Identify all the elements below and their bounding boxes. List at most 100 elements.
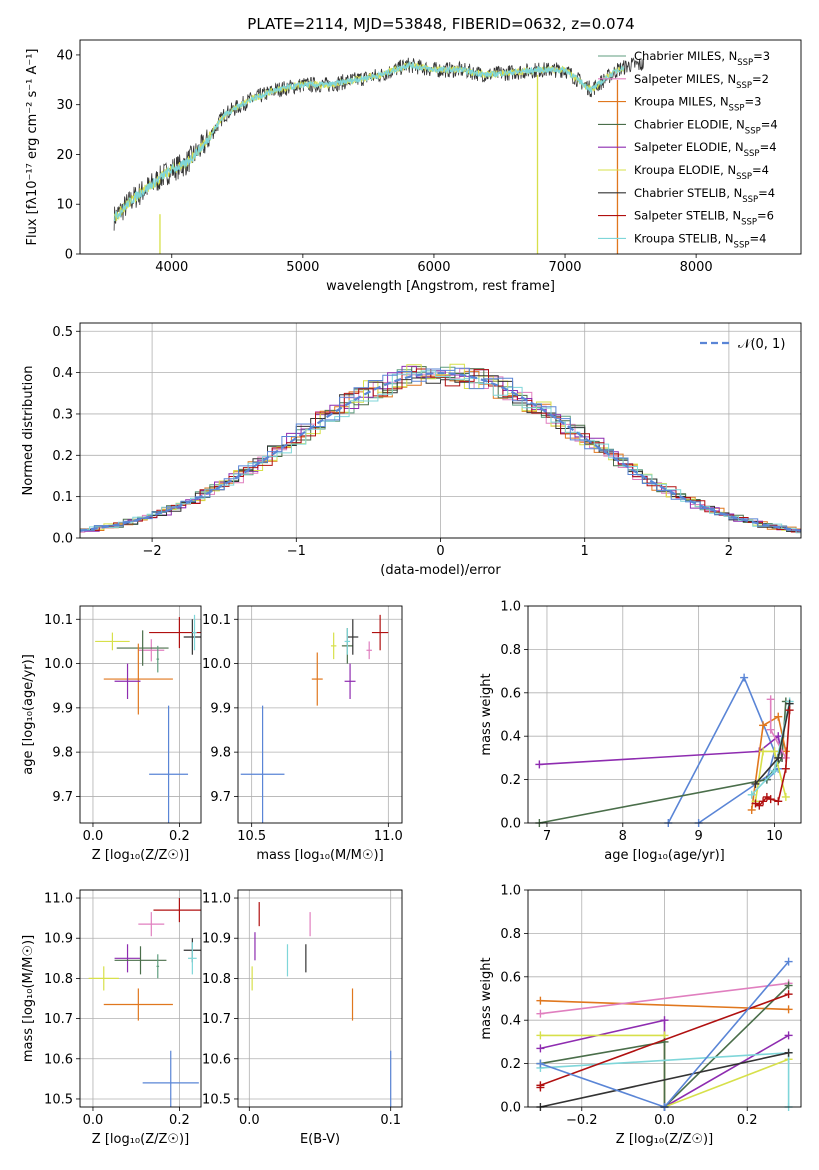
- spectrum-ytick-label: 30: [56, 98, 73, 113]
- weight_vs_Z-frame: [527, 889, 802, 1108]
- weight_vs_Z-ytick-label: 0.8: [500, 927, 521, 942]
- weight_vs_age-ytick-label: 0.8: [500, 643, 521, 658]
- residual_hist-ytick-label: 0.5: [52, 325, 73, 340]
- age_vs_Z-axes: 0.0 0.2 9.7 9.8 9.9 10.0 10.1 Z [log₁₀(Z/Z☉)] ag…: [21, 606, 201, 863]
- spectrum-xtick-label: 7000: [548, 260, 581, 275]
- mass_vs_ebv-ytick-label: 10.6: [202, 1052, 231, 1067]
- residual_hist-ytick-label: 0.3: [52, 407, 73, 422]
- age_vs_Z-ytick-label: 9.7: [52, 790, 73, 805]
- age_vs_mass-frame: [237, 605, 403, 824]
- spectrum-traces: [113, 57, 645, 254]
- spectrum-ytick-label: 20: [56, 148, 73, 163]
- weight_vs_age-ylabel: mass weight: [479, 673, 494, 755]
- weight_vs_age-frame: [527, 605, 802, 824]
- weight_vs_Z-xlabel: Z [log₁₀(Z/Z☉)]: [616, 1132, 713, 1147]
- normal-curve: [80, 371, 801, 532]
- mass_vs_ebv-ytick-label: 10.9: [202, 932, 231, 947]
- mass_vs_Z-ytick-label: 10.8: [44, 972, 73, 987]
- mass_vs_ebv-axes: 0.0 0.1 10.5 10.6 10.7 10.8 10.9 11.0 E(B-V): [202, 890, 402, 1147]
- weight_vs_Z-xtick-label: 0.2: [737, 1113, 758, 1128]
- weight-line-smiles: [540, 982, 789, 1015]
- age_vs_Z-ylabel: age [log₁₀(age/yr)]: [21, 654, 36, 775]
- age_vs_mass-xtick-label: 10.5: [237, 829, 266, 844]
- spectrum-ylabel: Flux [fλ10⁻¹⁷ erg cm⁻² s⁻¹ A⁻¹]: [25, 49, 40, 246]
- mass_vs_ebv-points: [251, 902, 392, 1107]
- residual_hist-ylabel: Normed distribution: [21, 366, 36, 496]
- mass_vs_Z-xtick-label: 0.0: [83, 1113, 104, 1128]
- mass_vs_Z-points: [88, 898, 201, 1107]
- age_vs_Z-ytick-label: 9.9: [52, 701, 73, 716]
- age_vs_Z-points: [95, 614, 201, 823]
- figure-title: PLATE=2114, MJD=53848, FIBERID=0632, z=0…: [247, 15, 634, 33]
- spectrum-ytick-label: 40: [56, 48, 73, 63]
- spectrum-data-trace: [113, 57, 645, 231]
- residual_hist-xlabel: (data-model)/error: [380, 563, 501, 578]
- residual_hist-xtick-label: 1: [581, 544, 589, 559]
- spectrum-ytick-label: 0: [65, 248, 73, 263]
- weight_vs_age-ytick-label: 0.0: [500, 817, 521, 832]
- mass_vs_ebv-ytick-label: 10.7: [202, 1012, 231, 1027]
- age_vs_Z-ytick-label: 9.8: [52, 746, 73, 761]
- age_vs_mass-ytick-label: 9.8: [210, 746, 231, 761]
- weight_vs_age-xtick-label: 7: [543, 829, 551, 844]
- mass_vs_ebv-ytick-label: 10.8: [202, 972, 231, 987]
- age_vs_Z-ytick-label: 10.0: [44, 657, 73, 672]
- age_vs_mass-ytick-label: 9.7: [210, 790, 231, 805]
- age_vs_mass-ytick-label: 9.9: [210, 701, 231, 716]
- spectrum-xlabel: wavelength [Angstrom, rest frame]: [326, 279, 555, 294]
- residual_hist-ytick-label: 0.4: [52, 366, 73, 381]
- residual_hist-axes: −2 −1 0 1 2 0.0 0.1 0.2 0.3 0.4 0.5 (data-model)/er…: [21, 323, 801, 578]
- weight_vs_Z-ytick-label: 1.0: [500, 884, 521, 899]
- weight_vs_Z-xtick-label: −0.2: [566, 1113, 598, 1128]
- histogram-steps: [80, 363, 801, 534]
- weight_vs_age-xlabel: age [log₁₀(age/yr)]: [604, 848, 725, 863]
- spectrum-model-kroupa-stelib: [113, 60, 625, 222]
- spectrum-axes: 4000 5000 6000 7000 8000 0 10 20 30 40 wavelength …: [25, 48, 713, 294]
- weight-line-kmiles: [540, 999, 789, 1011]
- weight_vs_Z-ylabel: mass weight: [479, 957, 494, 1039]
- legend-label: 𝒩(0, 1): [738, 337, 785, 352]
- spectrum-ytick-label: 10: [56, 198, 73, 213]
- weight_vs_age-ytick-label: 0.2: [500, 773, 521, 788]
- age_vs_Z-xtick-label: 0.0: [83, 829, 104, 844]
- residual_hist-ytick-label: 0.1: [52, 490, 73, 505]
- residual_hist-ytick-label: 0.0: [52, 532, 73, 547]
- mass_vs_ebv-xtick-label: 0.1: [380, 1113, 401, 1128]
- mass_vs_Z-ytick-label: 11.0: [44, 892, 73, 907]
- age_vs_Z-xtick-label: 0.2: [169, 829, 190, 844]
- spectrum-xtick-label: 6000: [417, 260, 450, 275]
- spectrum-xtick-label: 4000: [155, 260, 188, 275]
- weight_vs_Z-ytick-label: 0.0: [500, 1101, 521, 1116]
- mass_vs_Z-axes: 0.0 0.2 10.5 10.6 10.7 10.8 10.9 11.0 Z [log₁₀(Z…: [21, 890, 201, 1147]
- residual_hist-xtick-label: −2: [143, 544, 162, 559]
- age_vs_mass-ytick-label: 10.0: [202, 657, 231, 672]
- age_vs_mass-xtick-label: 11.0: [374, 829, 403, 844]
- mass_vs_Z-frame: [79, 889, 202, 1108]
- mass_vs_Z-xlabel: Z [log₁₀(Z/Z☉)]: [92, 1132, 189, 1147]
- weight_vs_age-ytick-label: 0.6: [500, 686, 521, 701]
- weight_vs_age-xtick-label: 8: [619, 829, 627, 844]
- weight-line-cstelib: [540, 1052, 789, 1108]
- age_vs_Z-xlabel: Z [log₁₀(Z/Z☉)]: [92, 848, 189, 863]
- histogram-legend: 𝒩(0, 1): [700, 337, 785, 352]
- age_vs_Z-frame: [79, 605, 202, 824]
- mass_vs_ebv-xtick-label: 0.0: [239, 1113, 260, 1128]
- age_vs_mass-points: [240, 614, 389, 823]
- mass_vs_Z-ytick-label: 10.9: [44, 932, 73, 947]
- weight_vs_age-ytick-label: 0.4: [500, 730, 521, 745]
- residual_hist-xtick-label: −1: [287, 544, 306, 559]
- weight_vs_Z-ytick-label: 0.4: [500, 1014, 521, 1029]
- weight-line-celodie: [540, 984, 790, 1109]
- age_vs_mass-xlabel: mass [log₁₀(M/M☉)]: [256, 848, 383, 863]
- spectrum-frame: [79, 39, 802, 255]
- weight_vs_Z-xtick-label: 0.0: [654, 1113, 675, 1128]
- mass_vs_ebv-frame: [237, 889, 403, 1108]
- mass_vs_Z-ytick-label: 10.6: [44, 1052, 73, 1067]
- mass_vs_Z-ytick-label: 10.7: [44, 1012, 73, 1027]
- weight_vs_age-xtick-label: 10: [766, 829, 783, 844]
- age_vs_Z-ytick-label: 10.1: [44, 613, 73, 628]
- mass_vs_Z-ylabel: mass [log₁₀(M/M☉)]: [21, 935, 36, 1062]
- weight-line-kelodie: [754, 750, 787, 802]
- mass_vs_Z-xtick-label: 0.2: [169, 1113, 190, 1128]
